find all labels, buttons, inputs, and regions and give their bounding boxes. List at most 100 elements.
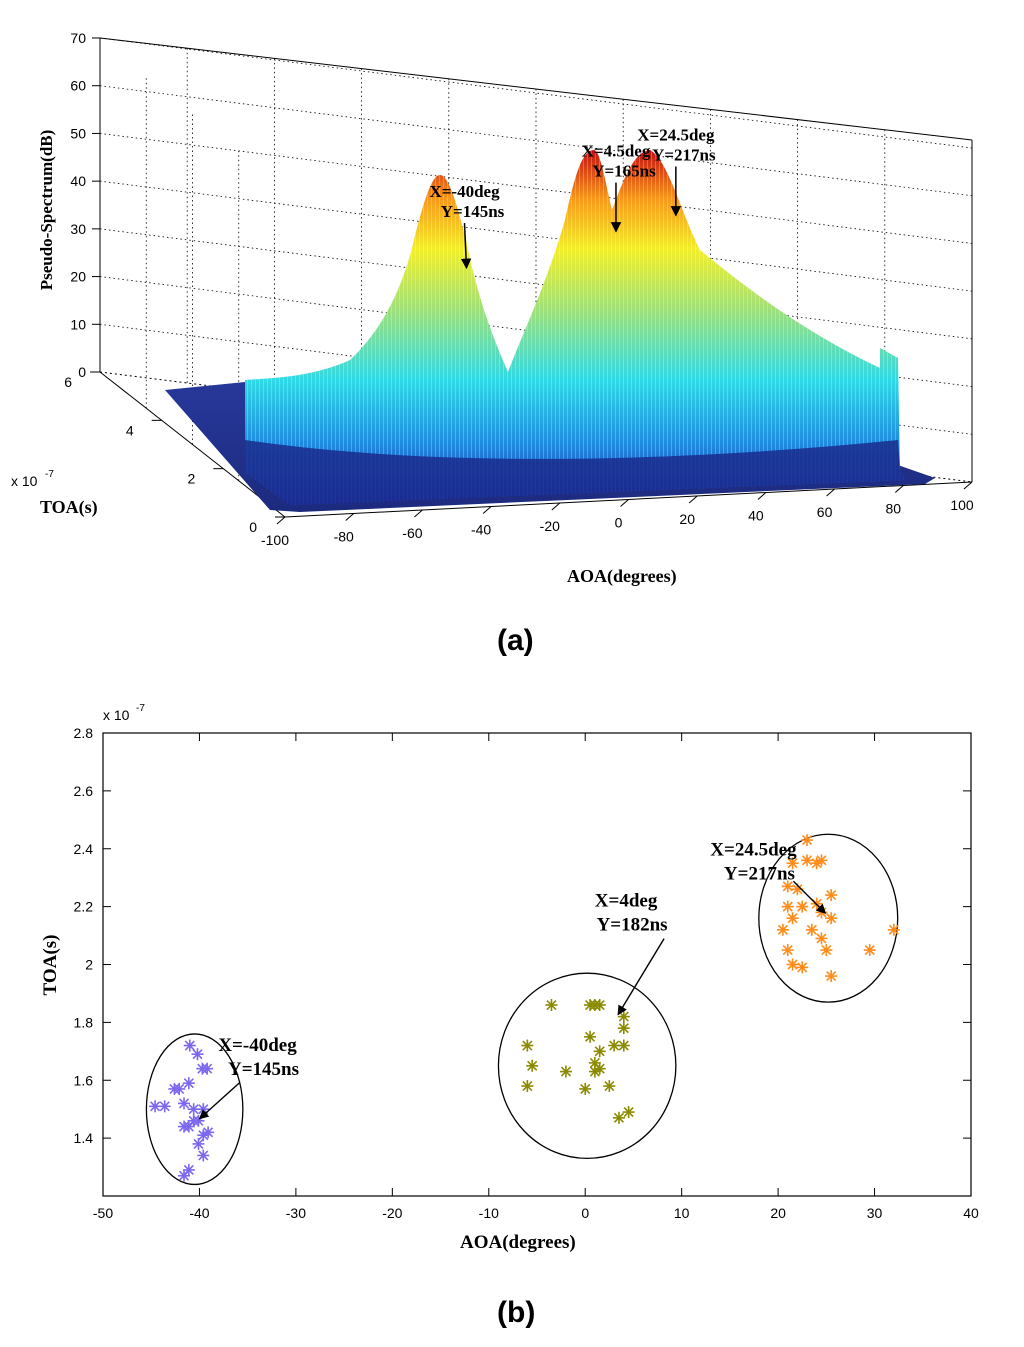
scatter-point [182,1077,195,1090]
scatter-point [168,1082,181,1095]
scatter-point [192,1137,205,1150]
scatter-point [796,961,809,974]
x-tick-label: 40 [963,1205,979,1221]
asterisk-stroke [150,1101,161,1112]
scatter-point [781,944,794,957]
asterisk-stroke [816,855,827,866]
x-tick-label: -40 [189,1205,209,1221]
x-tick-label: -20 [540,518,560,534]
asterisk-stroke [787,959,798,970]
x-tick-label: 30 [867,1205,883,1221]
cluster-arrow [792,880,827,914]
scatter-point [521,1039,534,1052]
asterisk-stroke [202,1063,213,1074]
scatter-point [815,932,828,945]
scatter-point [820,944,833,957]
x-tick-label: 20 [679,511,695,527]
y-tick-label: 2.2 [74,899,94,915]
scatter-point [197,1129,210,1142]
panel-a-label: (a) [497,624,534,657]
x-tick-label: -30 [286,1205,306,1221]
x-tick-label: 0 [615,515,623,531]
x-tick [345,513,355,521]
asterisk-stroke [618,1023,629,1034]
scatter-point [617,1022,630,1035]
scatter-point [579,1082,592,1095]
asterisk-stroke [797,962,808,973]
asterisk-stroke [777,924,788,935]
scatter-point [593,1045,606,1058]
asterisk-stroke [604,1080,615,1092]
z-tick-label: 0 [78,364,86,380]
scatter-point [786,912,799,925]
cluster-label-y: Y=145ns [228,1059,299,1080]
scatter-point [887,923,900,936]
asterisk-stroke [178,1098,190,1109]
y-tick-label: 2.6 [74,783,94,799]
scatter-point [622,1106,635,1119]
asterisk-stroke [782,901,793,912]
scatter-point [183,1039,196,1052]
asterisk-stroke [527,1060,538,1071]
scatter-point [603,1080,616,1093]
panel-a-y-exponent: x 10 -7 [11,469,54,489]
asterisk-stroke [826,889,837,901]
panel-b-label: (b) [497,1296,535,1329]
panel-a-z-ticks: 0 10 20 30 40 50 60 70 [70,30,100,380]
scatter-point [825,889,838,902]
scatter-point [584,1030,597,1043]
x-tick-label: 80 [886,501,902,517]
x-tick-label: 60 [817,504,833,520]
asterisk-stroke [188,1104,199,1115]
cluster-label-x: X=24.5deg [710,839,797,860]
scatter-point [825,912,838,925]
x-tick-label: -10 [479,1205,499,1221]
asterisk-stroke [584,1031,596,1042]
asterisk-stroke [888,924,899,935]
asterisk-stroke [522,1040,533,1051]
asterisk-stroke [801,835,813,846]
x-tick [482,506,492,514]
grid-line [99,37,973,149]
scatter-point [617,1039,630,1052]
scatter-point [801,854,814,867]
panel-a-x-axis-label: AOA(degrees) [567,566,677,587]
panel-a-z-axis-label: Pseudo-Spectrum(dB) [37,130,56,291]
asterisk-stroke [613,1112,625,1123]
x-tick-label: -80 [334,529,354,545]
asterisk-stroke [580,1083,591,1094]
x-tick [688,495,698,504]
scatter-point [526,1059,539,1072]
surface-mesh [245,150,905,505]
peak-label-x: X=24.5deg [637,126,715,145]
x-tick [894,485,904,493]
asterisk-stroke [826,971,837,982]
scatter-point [776,923,789,936]
asterisk-stroke [821,944,832,956]
x-tick-label: -20 [382,1205,402,1221]
panel-b-y-axis-label: TOA(s) [40,935,61,996]
scatter-point [588,1065,601,1078]
scatter-point [593,999,606,1012]
panel-b-ticks: -50 -40 -30 -20 -10 0 10 20 30 40 1.4 1.6 1.8 2 2.2 2.4… [74,725,979,1221]
y-tick-label: 2 [85,957,93,973]
z-tick-label: 70 [70,30,86,46]
scatter-point [612,1111,625,1124]
asterisk-stroke [184,1040,195,1051]
panel-a-y-ticks: 0 2 4 6 [64,371,285,535]
asterisk-stroke [192,1049,203,1060]
asterisk-stroke [782,944,793,956]
scatter-point [202,1126,215,1139]
scatter-point [786,857,799,870]
asterisk-stroke [801,855,813,866]
scatter-point [178,1097,191,1110]
svg-text:x 10: x 10 [11,473,38,489]
scatter-point [559,1065,572,1078]
scatter-point [521,1080,534,1093]
cluster-arrow [198,1082,240,1120]
y-tick-label: 6 [64,374,72,390]
asterisk-stroke [609,1040,620,1051]
x-tick [620,499,629,507]
scatter-point [545,999,558,1012]
